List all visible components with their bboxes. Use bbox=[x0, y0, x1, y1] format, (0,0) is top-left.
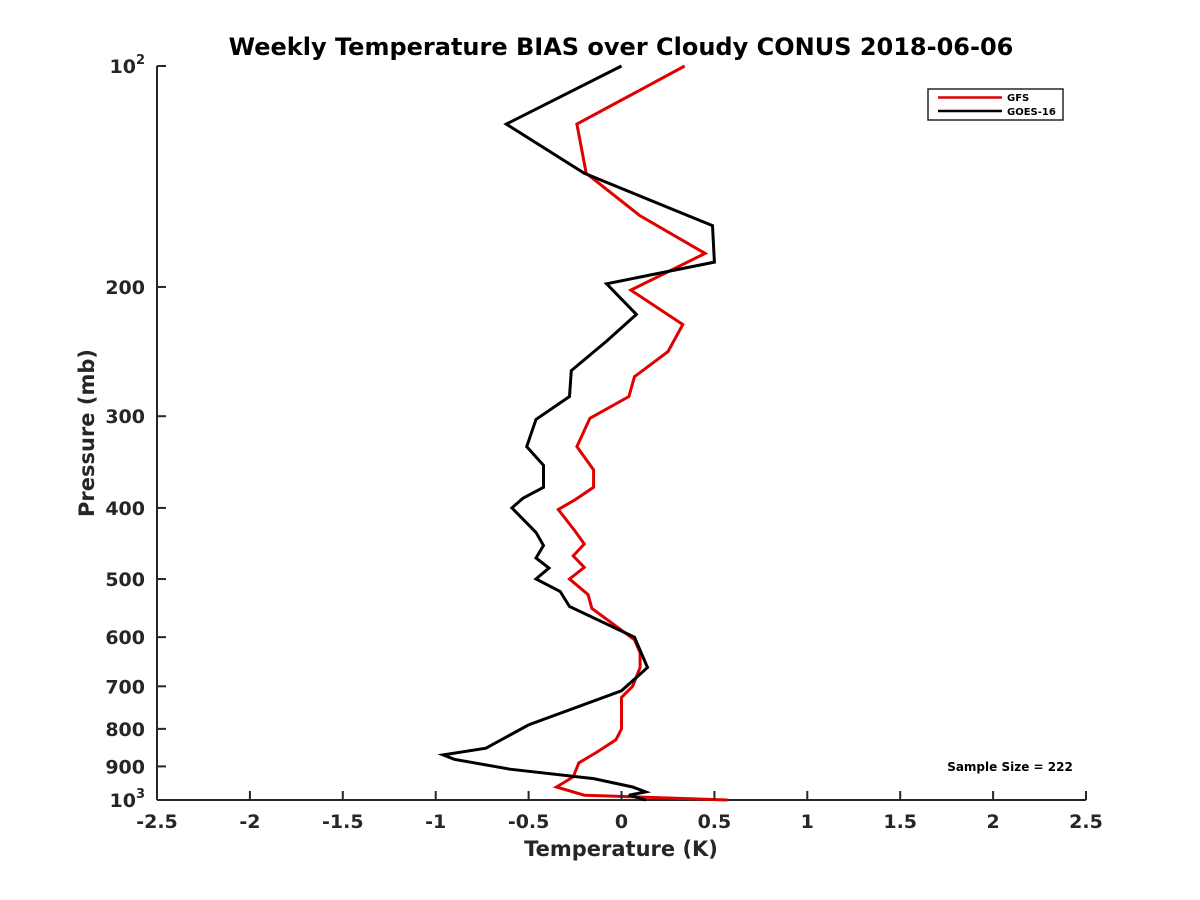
y-tick-label: 700 bbox=[105, 676, 145, 698]
x-tick-label: 0.5 bbox=[698, 811, 732, 833]
x-axis-label: Temperature (K) bbox=[524, 837, 718, 861]
y-axis-label: Pressure (mb) bbox=[75, 349, 99, 517]
chart-title: Weekly Temperature BIAS over Cloudy CONU… bbox=[229, 33, 1014, 61]
x-tick-label: -2.5 bbox=[136, 811, 178, 833]
y-tick-label: 600 bbox=[105, 627, 145, 649]
y-tick-label: 900 bbox=[105, 756, 145, 778]
y-tick-label: 102 bbox=[110, 53, 146, 78]
x-tick-label: -1 bbox=[425, 811, 446, 833]
legend-label-gfs: GFS bbox=[1007, 93, 1029, 104]
legend: GFS GOES-16 bbox=[927, 88, 1064, 121]
x-tick-label: 2.5 bbox=[1069, 811, 1103, 833]
x-tick-label: -2 bbox=[239, 811, 260, 833]
y-tick-label: 103 bbox=[110, 787, 146, 812]
y-tick-label: 200 bbox=[105, 277, 145, 299]
sample-size-annotation: Sample Size = 222 bbox=[947, 760, 1073, 774]
series-line-gfs bbox=[552, 64, 728, 802]
x-tick-label: 1 bbox=[801, 811, 814, 833]
y-tick-label: 500 bbox=[105, 569, 145, 591]
x-tick-label: 2 bbox=[986, 811, 999, 833]
x-axis-ticks: -2.5 -2 -1.5 -1 -0.5 0 0.5 1 1.5 2 2.5 bbox=[136, 791, 1103, 833]
y-tick-label: 400 bbox=[105, 498, 145, 520]
plot-area bbox=[156, 64, 1086, 802]
x-tick-label: 1.5 bbox=[883, 811, 917, 833]
y-tick-label: 800 bbox=[105, 719, 145, 741]
y-tick-label: 300 bbox=[105, 406, 145, 428]
legend-label-goes16: GOES-16 bbox=[1007, 107, 1056, 118]
x-tick-label: -1.5 bbox=[322, 811, 364, 833]
x-tick-label: -0.5 bbox=[508, 811, 550, 833]
y-axis-ticks: 102 200 300 400 500 600 700 800 900 103 bbox=[105, 53, 166, 812]
series-line-goes16 bbox=[437, 64, 716, 802]
x-tick-label: 0 bbox=[615, 811, 628, 833]
legend-box bbox=[927, 88, 1064, 121]
